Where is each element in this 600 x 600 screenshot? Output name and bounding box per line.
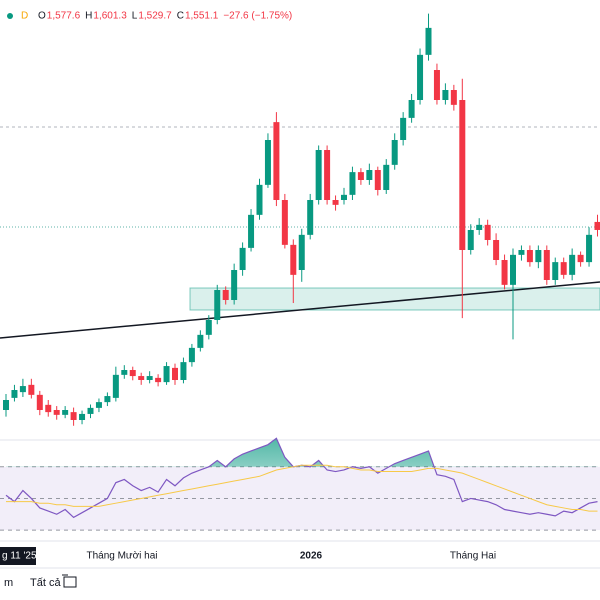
- candle-body: [95, 402, 102, 408]
- candle-body: [180, 362, 187, 380]
- candle-body: [526, 250, 533, 263]
- candle-body: [273, 122, 280, 200]
- candle-body: [357, 172, 364, 180]
- candle-body: [138, 376, 145, 380]
- candle-body: [535, 250, 542, 263]
- candle-body: [281, 200, 288, 245]
- candle-body: [433, 70, 440, 100]
- candle-body: [11, 390, 18, 398]
- candle-body: [112, 374, 119, 398]
- candle-body: [231, 270, 238, 300]
- candle-body: [121, 370, 128, 375]
- candle-body: [70, 412, 77, 420]
- candle-body: [256, 184, 263, 215]
- candle-body: [417, 54, 424, 100]
- crosshair-label-bg: [0, 547, 36, 565]
- candle-body: [586, 234, 593, 263]
- x-tick-label: Tháng Hai: [450, 551, 496, 562]
- candle-body: [493, 240, 500, 260]
- candle-body: [408, 100, 415, 118]
- legend-value: 1,577.6: [47, 11, 81, 22]
- legend-key: C: [177, 11, 184, 22]
- candle-body: [442, 90, 449, 100]
- legend-value: 1,551.1: [185, 11, 219, 22]
- trend-line: [0, 281, 600, 339]
- candle-body: [239, 247, 246, 270]
- x-tick-label: Tháng Mười hai: [86, 551, 157, 562]
- candle-body: [560, 262, 567, 275]
- candle-body: [155, 377, 162, 383]
- replay-icon[interactable]: [62, 574, 77, 588]
- x-tick-label: 2026: [300, 551, 323, 562]
- candle-body: [45, 404, 52, 413]
- candle-body: [552, 262, 559, 280]
- candle-body: [205, 320, 212, 335]
- toolbar-item[interactable]: Tất cả: [30, 577, 61, 589]
- candle-body: [222, 290, 229, 300]
- candle-body: [450, 90, 457, 105]
- legend-key: L: [132, 11, 138, 22]
- legend-key: O: [38, 11, 46, 22]
- candle-body: [87, 407, 94, 414]
- candle-body: [476, 224, 483, 230]
- candle-body: [594, 221, 600, 230]
- crosshair-label: g 11 '25: [2, 551, 37, 562]
- candle-body: [501, 260, 508, 285]
- candle-body: [298, 234, 305, 270]
- candle-body: [3, 400, 9, 410]
- candle-body: [518, 250, 525, 255]
- candle-body: [341, 194, 347, 200]
- legend-value: 1,529.7: [138, 11, 172, 22]
- change: −27.6 (−1.75%): [223, 11, 292, 22]
- candle-body: [214, 290, 221, 320]
- candle-body: [172, 367, 178, 380]
- candle-body: [290, 244, 297, 275]
- indicator-line: [6, 464, 598, 512]
- candle-body: [79, 413, 86, 420]
- candle-body: [425, 27, 432, 55]
- candle-body: [324, 150, 331, 200]
- candle-body: [163, 366, 170, 383]
- candle-body: [129, 370, 136, 377]
- candle-body: [28, 384, 35, 395]
- candle-body: [374, 170, 381, 190]
- legend-key: H: [85, 11, 92, 22]
- candle-body: [459, 100, 466, 250]
- symbol: D: [21, 11, 28, 22]
- candle-body: [467, 230, 474, 250]
- candle-body: [577, 254, 584, 263]
- candle-body: [315, 150, 322, 200]
- candle-body: [146, 376, 153, 380]
- candle-body: [36, 394, 43, 410]
- legend-value: 1,601.3: [93, 11, 127, 22]
- candle-body: [484, 224, 491, 240]
- candle-body: [400, 117, 407, 140]
- zone: [189, 287, 600, 311]
- candle-body: [104, 396, 111, 403]
- candle-body: [569, 254, 576, 275]
- candle-body: [197, 334, 204, 348]
- candle-body: [332, 200, 339, 205]
- candle-body: [53, 410, 60, 415]
- candle-body: [264, 140, 271, 185]
- candle-body: [510, 254, 516, 285]
- candle-body: [543, 250, 550, 280]
- candle-body: [366, 170, 373, 180]
- candle-body: [391, 140, 398, 165]
- candle-body: [19, 386, 26, 393]
- candle-body: [248, 214, 255, 248]
- candle-body: [349, 172, 356, 195]
- candle-body: [307, 200, 314, 235]
- candle-body: [383, 164, 390, 190]
- candle-body: [188, 347, 195, 363]
- toolbar-item[interactable]: m: [4, 577, 13, 589]
- candle-body: [62, 410, 69, 415]
- status-dot: [7, 13, 13, 19]
